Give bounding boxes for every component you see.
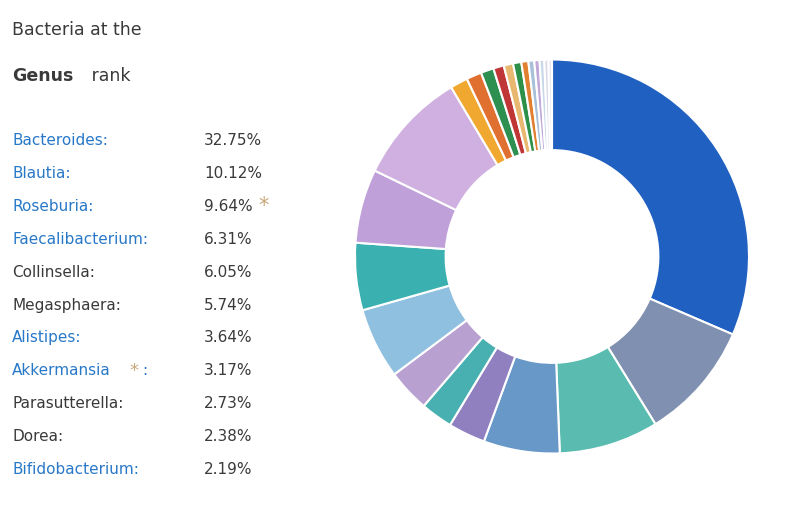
Wedge shape [608, 299, 733, 424]
Text: Akkermansia: Akkermansia [12, 363, 110, 378]
Text: Parasutterella:: Parasutterella: [12, 396, 123, 411]
Wedge shape [539, 60, 548, 150]
Wedge shape [362, 286, 466, 374]
Text: Dorea:: Dorea: [12, 429, 63, 444]
Wedge shape [513, 62, 535, 152]
Wedge shape [521, 61, 539, 151]
Wedge shape [504, 64, 531, 153]
Text: 6.05%: 6.05% [204, 265, 253, 280]
Wedge shape [494, 66, 526, 155]
Wedge shape [451, 79, 506, 165]
Text: *: * [130, 362, 138, 380]
Text: 3.17%: 3.17% [204, 363, 253, 378]
Wedge shape [374, 87, 498, 210]
Text: 2.38%: 2.38% [204, 429, 253, 444]
Wedge shape [355, 171, 456, 249]
Wedge shape [450, 347, 515, 441]
Text: Bacteria at the: Bacteria at the [12, 21, 142, 38]
Text: Roseburia:: Roseburia: [12, 199, 94, 214]
Text: 5.74%: 5.74% [204, 298, 252, 312]
Text: 3.64%: 3.64% [204, 330, 253, 345]
Text: rank: rank [86, 67, 130, 85]
Text: Bacteroides:: Bacteroides: [12, 133, 108, 148]
Text: *: * [258, 196, 269, 216]
Wedge shape [484, 357, 560, 453]
Text: Megasphaera:: Megasphaera: [12, 298, 121, 312]
Wedge shape [481, 68, 520, 157]
Wedge shape [544, 60, 550, 150]
Text: 2.19%: 2.19% [204, 462, 253, 477]
Wedge shape [394, 320, 482, 406]
Wedge shape [552, 60, 749, 334]
Text: Collinsella:: Collinsella: [12, 265, 95, 280]
Text: Genus: Genus [12, 67, 74, 85]
Text: 10.12%: 10.12% [204, 166, 262, 181]
Text: 2.73%: 2.73% [204, 396, 253, 411]
Wedge shape [355, 243, 450, 310]
Wedge shape [467, 73, 514, 161]
Text: Faecalibacterium:: Faecalibacterium: [12, 232, 148, 247]
Text: 32.75%: 32.75% [204, 133, 262, 148]
Text: 6.31%: 6.31% [204, 232, 253, 247]
Wedge shape [534, 60, 546, 150]
Text: Alistipes:: Alistipes: [12, 330, 82, 345]
Wedge shape [424, 337, 497, 425]
Text: Bifidobacterium:: Bifidobacterium: [12, 462, 139, 477]
Wedge shape [549, 60, 552, 150]
Text: :: : [142, 363, 147, 378]
Text: 9.64%: 9.64% [204, 199, 253, 214]
Text: Blautia:: Blautia: [12, 166, 70, 181]
Wedge shape [528, 61, 542, 151]
Wedge shape [556, 347, 655, 453]
